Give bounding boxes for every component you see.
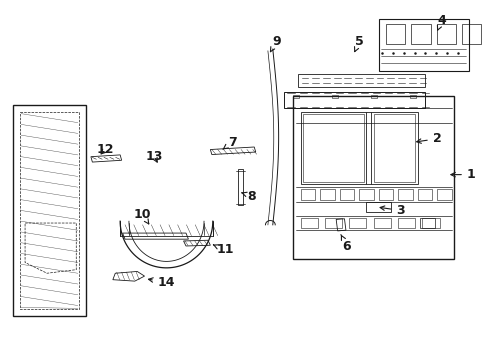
Text: 5: 5 <box>354 35 363 52</box>
Text: 10: 10 <box>133 208 150 224</box>
Text: 11: 11 <box>213 243 233 256</box>
Text: 2: 2 <box>416 132 441 145</box>
Text: 6: 6 <box>340 235 350 253</box>
Text: 9: 9 <box>270 35 280 52</box>
Text: 12: 12 <box>97 143 114 156</box>
Text: 4: 4 <box>437 14 446 30</box>
Text: 3: 3 <box>379 204 404 217</box>
Text: 7: 7 <box>223 136 236 149</box>
Text: 14: 14 <box>148 276 175 289</box>
Text: 13: 13 <box>145 150 163 163</box>
Text: 1: 1 <box>450 168 475 181</box>
Text: 8: 8 <box>242 190 256 203</box>
